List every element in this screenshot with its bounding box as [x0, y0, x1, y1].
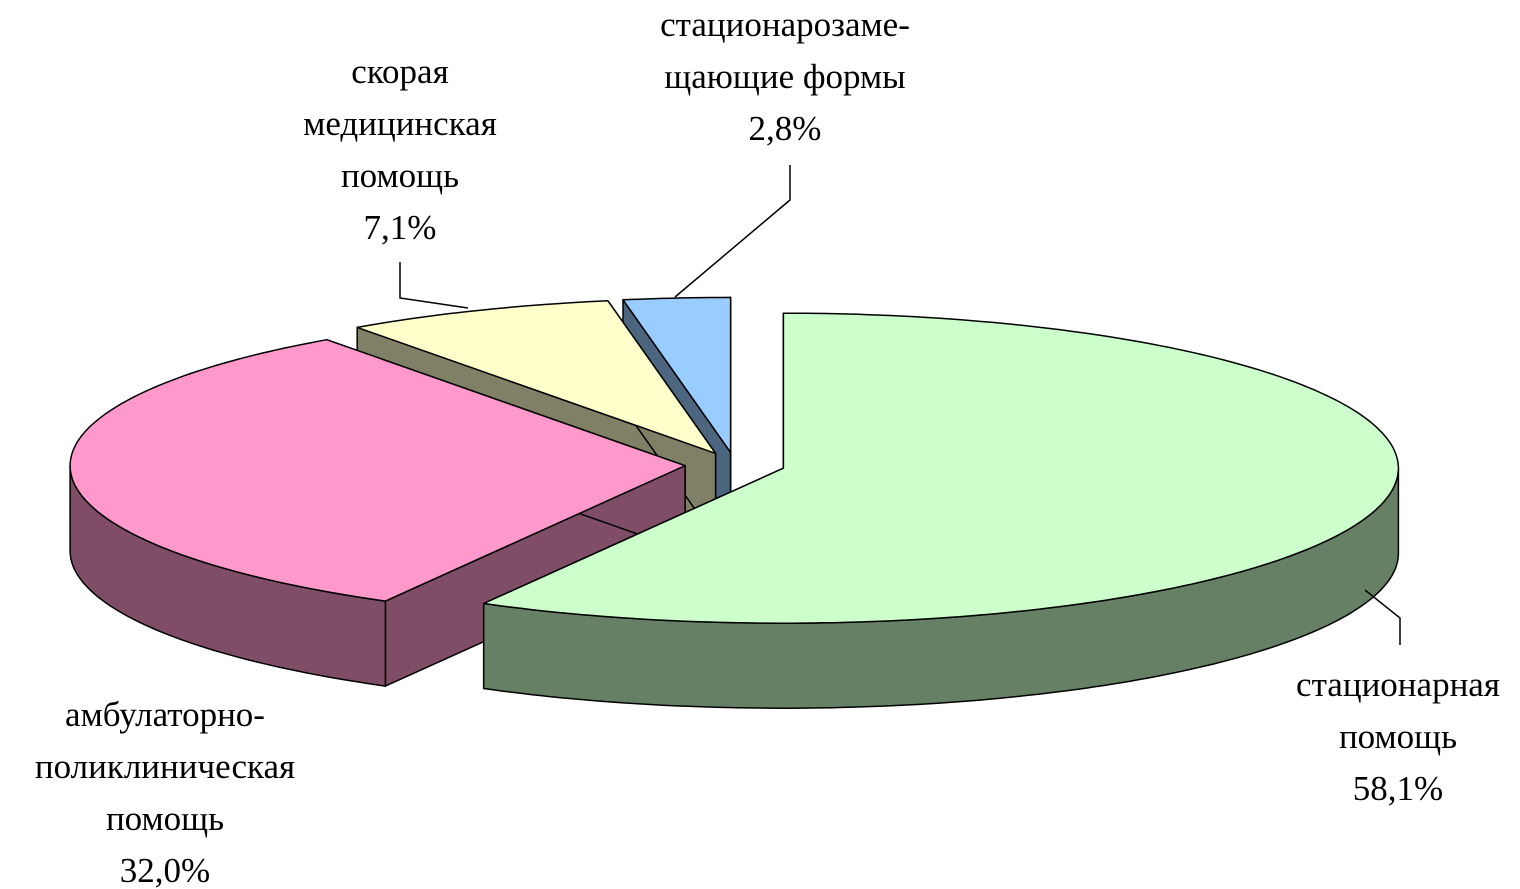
slice: [356, 300, 717, 455]
leader-line: [399, 262, 469, 309]
value-label: 58,1%: [1353, 769, 1443, 808]
slice-label: помощь: [106, 799, 224, 838]
leader-line: [674, 165, 791, 298]
slice-label: помощь: [341, 156, 459, 195]
slice-label: щающие формы: [664, 57, 905, 96]
leader-line: [1364, 589, 1401, 645]
slice-label: скорая: [351, 52, 448, 91]
value-label: 2,8%: [749, 109, 822, 148]
slice-label: амбулаторно-: [65, 695, 265, 734]
slice-label: медицинская: [303, 104, 497, 143]
slice: [622, 296, 732, 454]
value-label: 32,0%: [120, 851, 210, 889]
slice: [482, 312, 1400, 624]
slice: [69, 338, 686, 602]
slice-label: стационарозаме-: [660, 5, 910, 44]
value-label: 7,1%: [364, 208, 437, 247]
slice-label: стационарная: [1296, 665, 1500, 704]
slice-label: помощь: [1339, 717, 1457, 756]
slice-label: поликлиническая: [35, 747, 295, 786]
